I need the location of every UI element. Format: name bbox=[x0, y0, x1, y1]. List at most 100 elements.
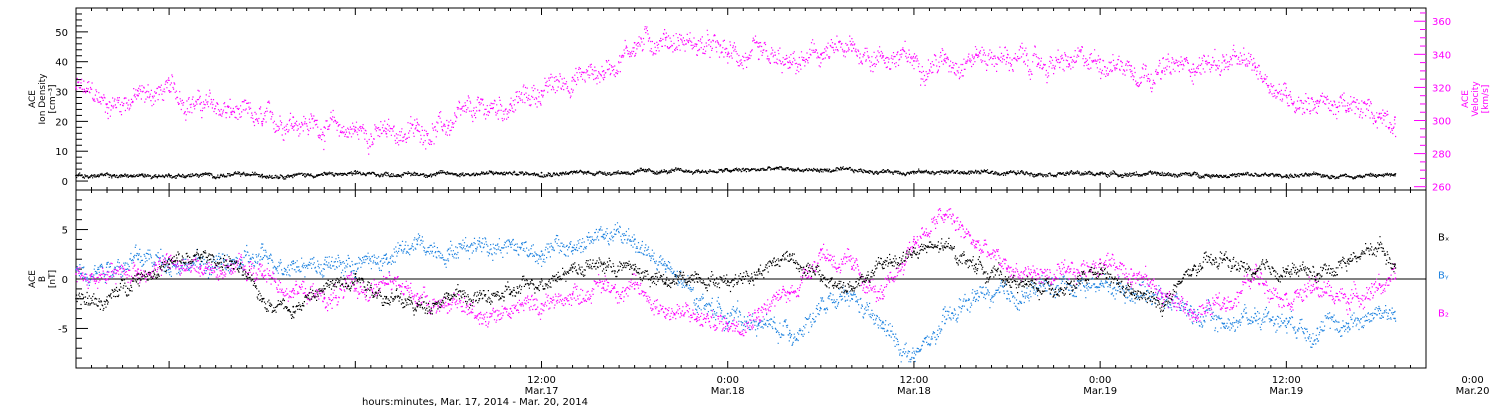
by-series-point bbox=[975, 292, 977, 295]
bz-series-point bbox=[292, 287, 295, 290]
velocity-axis-label-line: [km/s] bbox=[1481, 85, 1491, 114]
by-series-point bbox=[819, 307, 822, 310]
velocity-series-point bbox=[478, 109, 481, 112]
bz-series-point bbox=[695, 317, 698, 320]
x-tick-time: 0:00 bbox=[1461, 375, 1483, 386]
bx-series-point bbox=[106, 299, 108, 302]
bz-series-point bbox=[1068, 278, 1071, 280]
by-series-point bbox=[354, 263, 357, 266]
velocity-series-point bbox=[1394, 116, 1396, 119]
axis-labels: 12:00Mar.170:00Mar.1812:00Mar.180:00Mar.… bbox=[28, 17, 1491, 397]
x-tick-date: Mar.19 bbox=[1083, 386, 1117, 397]
density-series-point bbox=[1285, 174, 1288, 176]
density-axis-label: ACE Ion Density [cm⁻³] bbox=[28, 73, 58, 125]
by-series-point bbox=[944, 322, 946, 325]
by-series-point bbox=[726, 312, 729, 315]
density-series-point bbox=[1192, 173, 1195, 176]
velocity-series-point bbox=[416, 129, 419, 132]
top-panel-frame bbox=[75, 7, 1427, 191]
x-tick-date: Mar.18 bbox=[897, 386, 931, 397]
bz-series-point bbox=[478, 312, 481, 315]
velocity-series-point bbox=[944, 60, 946, 62]
bz-series-point bbox=[571, 292, 574, 295]
density-series-point bbox=[773, 167, 776, 170]
bx-series-point bbox=[633, 268, 636, 271]
velocity-series-point bbox=[1161, 69, 1164, 72]
bx-series-point bbox=[292, 305, 295, 308]
bx-series-point bbox=[137, 273, 139, 275]
x-tick-time: 12:00 bbox=[900, 375, 929, 386]
velocity-series-point bbox=[75, 86, 77, 89]
density-series-point bbox=[354, 172, 357, 175]
velocity-series-point bbox=[447, 124, 450, 127]
velocity-series-point bbox=[1254, 66, 1257, 69]
velocity-series-point bbox=[106, 103, 108, 105]
velocity-series-point bbox=[633, 41, 636, 44]
by-series-point bbox=[106, 263, 108, 266]
bx-series-point bbox=[1378, 243, 1381, 246]
velocity-series-point bbox=[230, 111, 233, 114]
bx-series-point bbox=[1099, 273, 1102, 275]
by-series-point bbox=[664, 268, 667, 271]
bz-series-point bbox=[137, 268, 139, 271]
bx-series-point bbox=[975, 263, 977, 266]
by-series-point bbox=[1254, 312, 1257, 315]
density-series-point bbox=[913, 170, 915, 173]
density-series-point bbox=[633, 170, 636, 173]
velocity-series-point bbox=[788, 66, 791, 69]
velocity-series-point bbox=[540, 89, 543, 92]
density-axis-label-line: ACE bbox=[28, 90, 38, 108]
velocity-series-point bbox=[385, 132, 388, 135]
velocity-series-point bbox=[571, 76, 574, 79]
by-series-point bbox=[137, 258, 139, 261]
y-tick-label-velocity: 280 bbox=[1432, 150, 1451, 161]
density-series-point bbox=[447, 172, 450, 175]
bz-series-point bbox=[323, 297, 326, 300]
density-series-point bbox=[540, 171, 543, 174]
density-series-point bbox=[1006, 171, 1008, 173]
bx-series-point bbox=[881, 263, 884, 266]
y-tick-label-density: 40 bbox=[55, 58, 68, 69]
y-tick-label-density: 10 bbox=[55, 147, 68, 158]
bx-series-point bbox=[1316, 273, 1319, 275]
bz-series-point bbox=[1161, 292, 1164, 295]
bx-series bbox=[76, 236, 1397, 319]
by-series-point bbox=[292, 260, 295, 263]
legend-entry: Bᵧ bbox=[1438, 271, 1449, 282]
bz-series-point bbox=[1394, 278, 1396, 280]
density-series-point bbox=[75, 174, 77, 177]
bx-series-point bbox=[571, 266, 574, 269]
velocity-series-point bbox=[137, 94, 139, 97]
y-tick-label-density: 20 bbox=[55, 117, 68, 128]
velocity-series-point bbox=[168, 89, 171, 92]
bz-series-point bbox=[509, 307, 512, 310]
density-series-point bbox=[1378, 174, 1381, 176]
bx-series-point bbox=[416, 305, 419, 308]
velocity-series-point bbox=[292, 116, 295, 119]
by-series-point bbox=[913, 357, 915, 360]
bx-series-point bbox=[323, 287, 326, 290]
y-tick-label-b: 0 bbox=[62, 275, 68, 286]
bz-series-point bbox=[1099, 258, 1102, 261]
by-series-point bbox=[881, 327, 884, 330]
by-series-point bbox=[1316, 327, 1319, 330]
by-series-point bbox=[478, 240, 481, 243]
by-series-point bbox=[1347, 322, 1350, 325]
bz-series-point bbox=[913, 238, 915, 241]
by-series-point bbox=[1130, 287, 1133, 290]
bz-series-point bbox=[1130, 268, 1133, 271]
y-tick-label-velocity: 260 bbox=[1432, 183, 1451, 194]
bx-series-point bbox=[1285, 268, 1288, 271]
by-series-point bbox=[633, 238, 636, 241]
y-tick-label-velocity: 300 bbox=[1432, 117, 1451, 128]
density-axis-label-line: [cm⁻³] bbox=[48, 84, 58, 113]
density-series-point bbox=[819, 168, 822, 171]
y-tick-label-density: 50 bbox=[55, 28, 68, 39]
bz-series-point bbox=[540, 302, 543, 305]
bz-series-point bbox=[1347, 297, 1350, 300]
bz-series-point bbox=[788, 292, 791, 295]
velocity-series-point bbox=[1316, 99, 1319, 102]
by-series-point bbox=[385, 258, 388, 261]
by-series-point bbox=[416, 243, 419, 246]
bx-series-point bbox=[1161, 302, 1164, 305]
